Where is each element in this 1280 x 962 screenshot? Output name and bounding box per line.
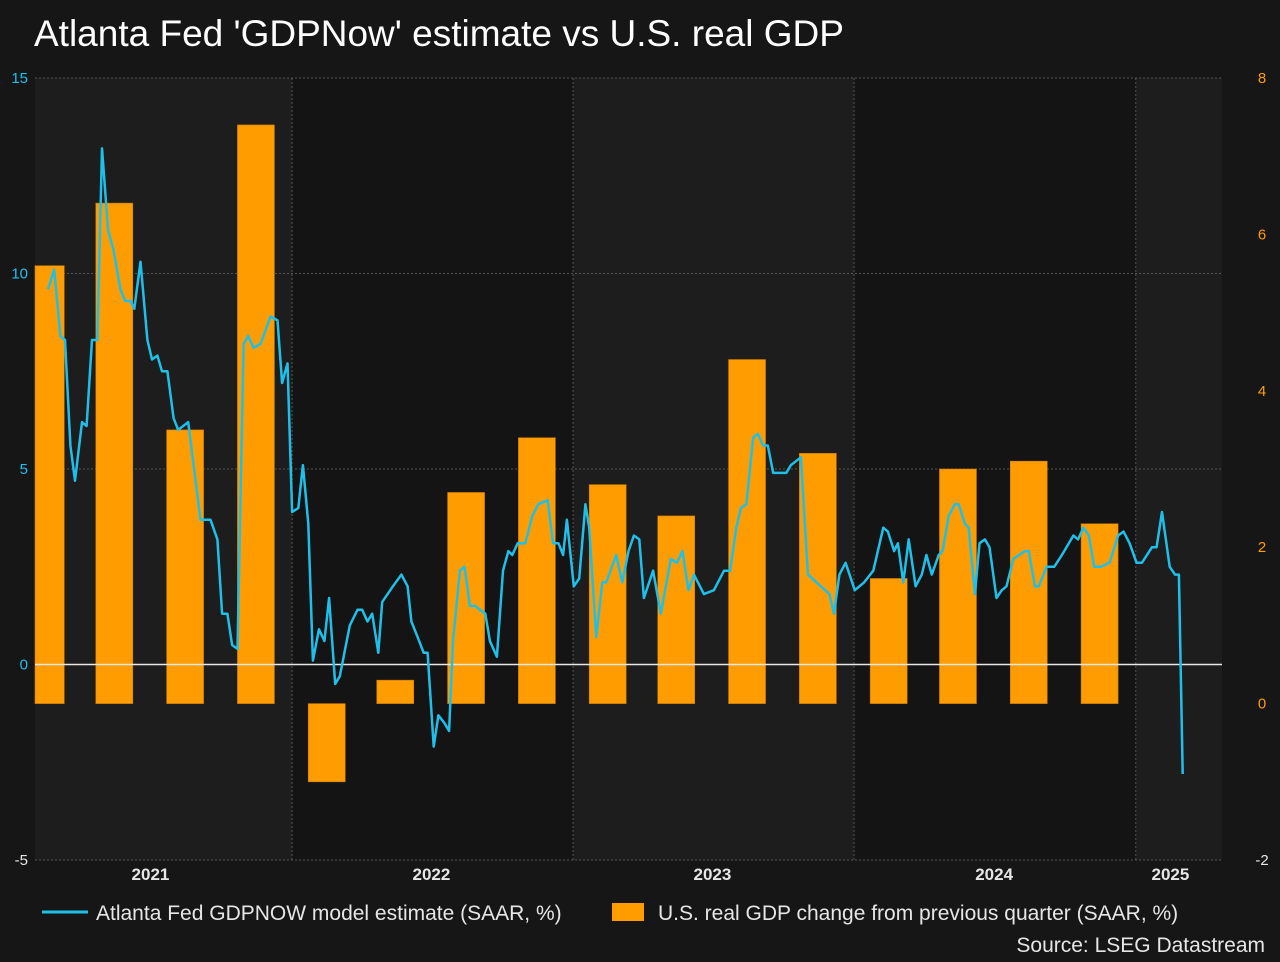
gdpnow-series [46, 147, 1184, 775]
gdp-bar [869, 578, 908, 704]
x-tick-label: 2022 [413, 865, 451, 884]
gdp-bar [95, 202, 134, 704]
left-tick-label: 15 [11, 70, 28, 87]
gdp-bar [657, 515, 696, 704]
gdpnow-line [46, 147, 1184, 775]
gdp-bar [34, 265, 65, 704]
right-tick-label: 4 [1258, 383, 1266, 400]
gdp-bar [518, 437, 556, 704]
gdp-bar [237, 124, 275, 704]
gdp-bar [307, 703, 346, 783]
gdp-bar [728, 359, 766, 704]
gdp-bar [1009, 460, 1048, 704]
x-axis-ticks: 2021 2022 2023 2024 2025 [132, 865, 1190, 884]
gdp-bar [376, 679, 415, 704]
y-axis-ticks: 15 10 5 0 -5 8 6 4 2 0 -2 [11, 70, 1268, 869]
gdp-bars [34, 124, 1119, 783]
gdp-bar [799, 453, 837, 704]
legend-label-gdp: U.S. real GDP change from previous quart… [658, 902, 1178, 925]
legend-bar-swatch [612, 903, 644, 921]
gdp-bar [588, 484, 627, 704]
x-tick-label: 2023 [693, 865, 731, 884]
right-tick-label: 8 [1258, 70, 1266, 87]
x-tick-label: 2021 [132, 865, 170, 884]
left-tick-label: 5 [20, 461, 28, 478]
source-note: Source: LSEG Datastream [1016, 934, 1265, 957]
right-tick-label: -2 [1255, 852, 1268, 869]
left-tick-label: -5 [15, 852, 28, 869]
right-tick-label: 2 [1258, 539, 1266, 556]
legend: Atlanta Fed GDPNOW model estimate (SAAR,… [42, 902, 1178, 925]
x-tick-label: 2025 [1152, 865, 1190, 884]
left-tick-label: 10 [11, 266, 28, 283]
left-tick-label: 0 [20, 657, 28, 674]
gdp-bar [166, 429, 204, 704]
chart-title: Atlanta Fed 'GDPNow' estimate vs U.S. re… [34, 13, 844, 54]
right-tick-label: 0 [1258, 696, 1266, 713]
right-tick-label: 6 [1258, 226, 1266, 243]
legend-label-gdpnow: Atlanta Fed GDPNOW model estimate (SAAR,… [96, 902, 562, 925]
x-tick-label: 2024 [975, 865, 1013, 884]
gdp-bar [447, 492, 485, 704]
